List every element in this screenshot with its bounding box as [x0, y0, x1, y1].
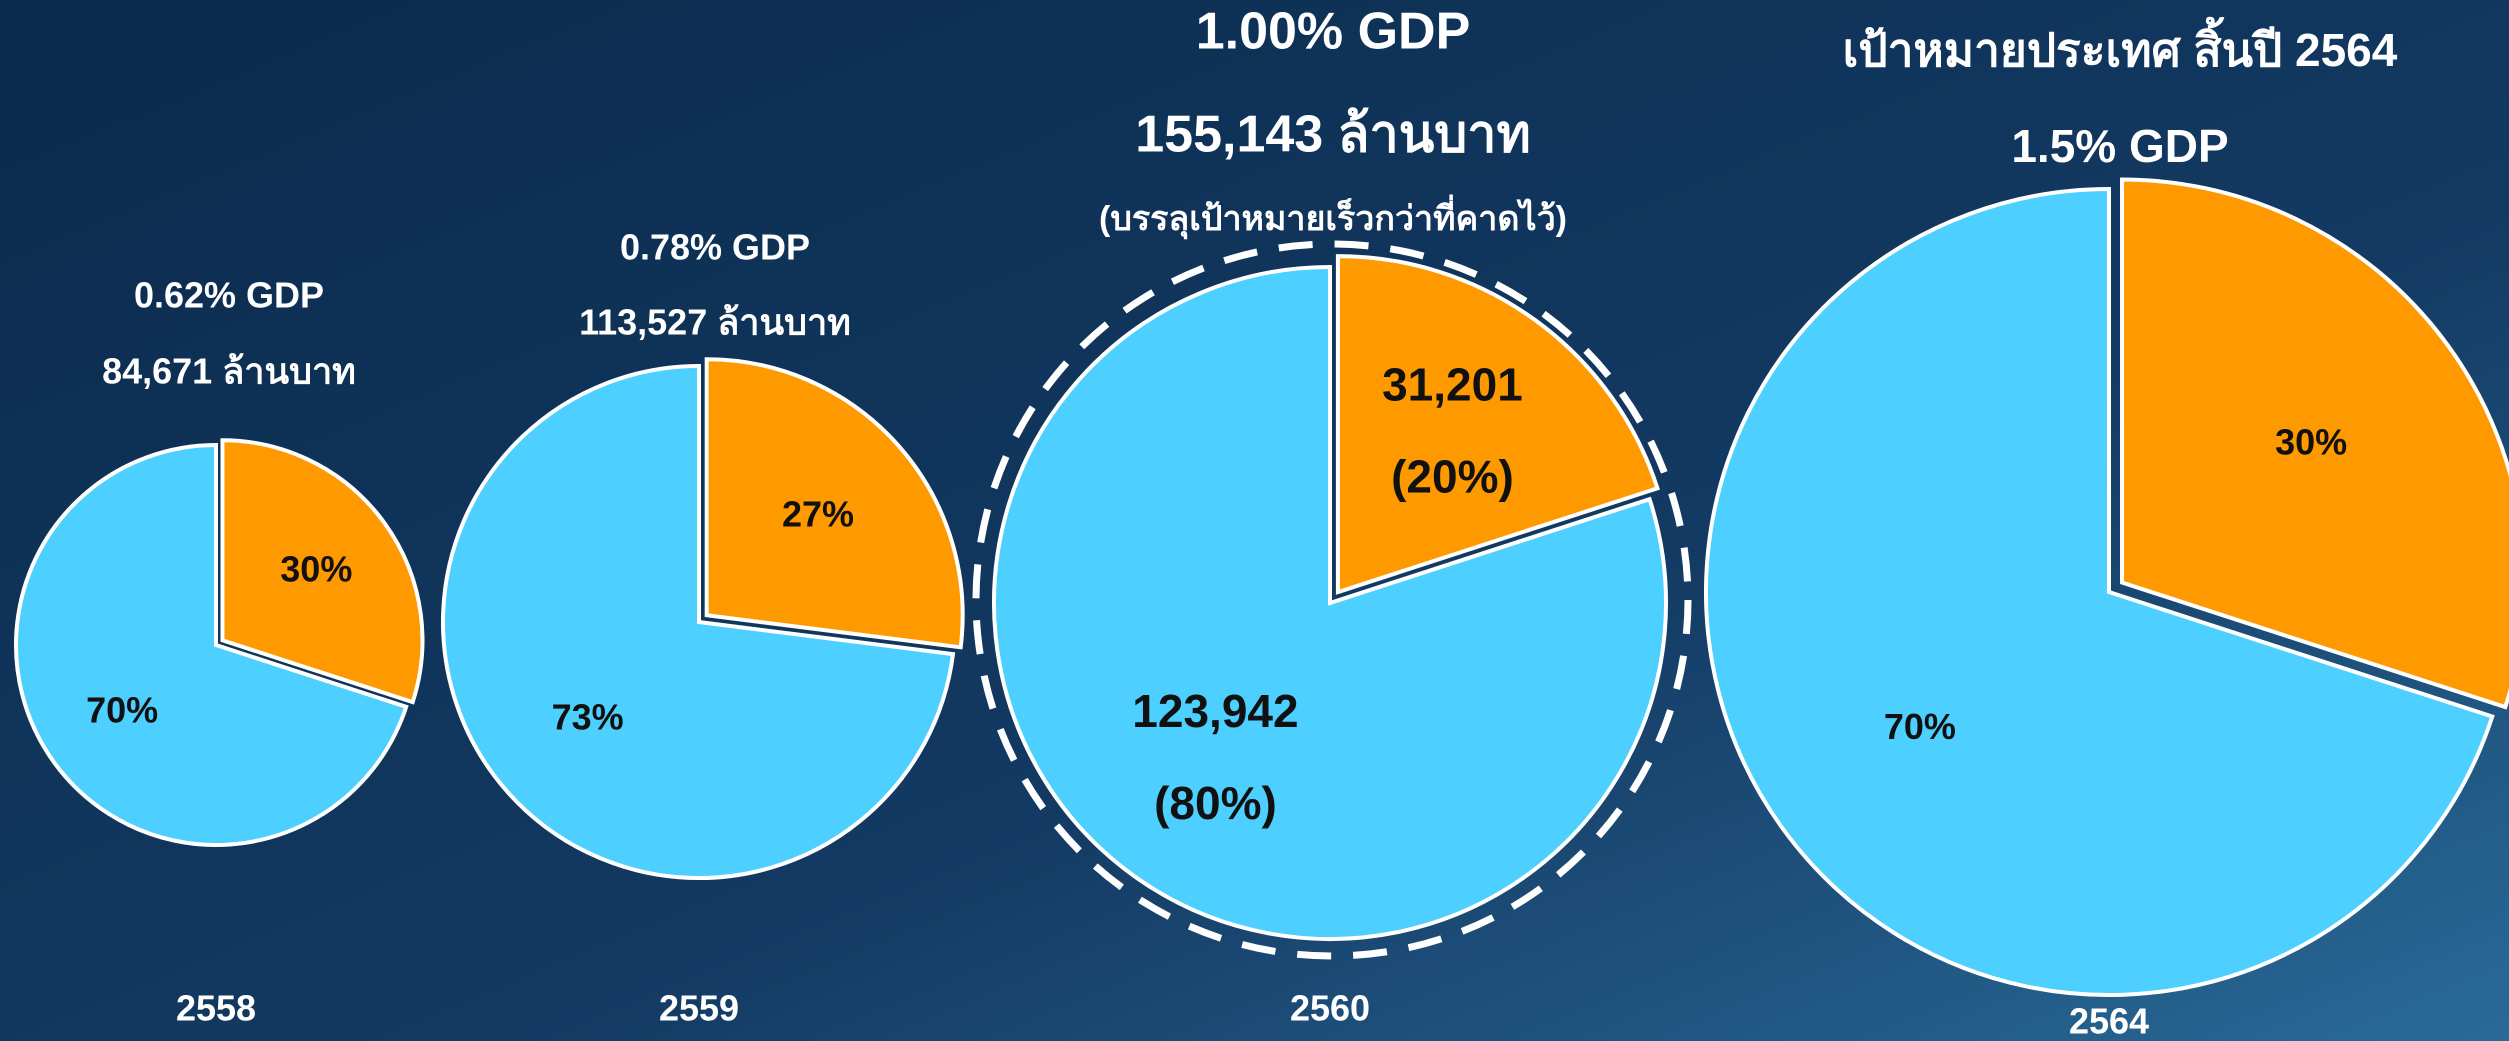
value-label: 27% [782, 494, 854, 535]
pie-title: 0.78% GDP [620, 227, 810, 268]
pie-subtitle: 84,671 ล้านบาท [102, 351, 356, 392]
value-label: 73% [552, 697, 624, 738]
pie-title: 0.62% GDP [134, 275, 324, 316]
amount-label: 31,201 [1382, 359, 1523, 411]
value-label: (20%) [1391, 451, 1514, 503]
pie-slice [441, 363, 956, 880]
pie-slice [1335, 254, 1660, 595]
amount-label: 123,942 [1132, 685, 1298, 737]
pie-slice [1704, 186, 2495, 997]
value-label: 70% [86, 690, 158, 731]
pie-title: 1.00% GDP [1196, 3, 1471, 61]
pie-slice [220, 438, 425, 705]
pie-title: เป้าหมายประเทศ สิ้นปี 2564 [1843, 16, 2398, 76]
year-label: 2560 [1290, 988, 1370, 1029]
pie-subtitle: 113,527 ล้านบาท [579, 302, 851, 343]
highlight-ring [972, 240, 1692, 960]
value-label: 30% [2275, 422, 2347, 463]
value-label: 30% [280, 549, 352, 590]
pie-slice [2120, 177, 2509, 710]
pie-slice [14, 442, 409, 847]
pie-slice [704, 357, 965, 650]
year-label: 2558 [176, 988, 256, 1029]
pie-subtitle: 1.5% GDP [2011, 120, 2228, 172]
pie-annotation: (บรรลุเป้าหมายเร็วกว่าที่คาดไว้) [1099, 194, 1567, 240]
value-label: (80%) [1154, 777, 1277, 829]
value-label: 70% [1884, 706, 1956, 747]
pie-slice [992, 264, 1668, 941]
year-label: 2564 [2069, 1001, 2149, 1041]
year-label: 2559 [659, 988, 739, 1029]
pie-subtitle: 155,143 ล้านบาท [1135, 106, 1531, 164]
